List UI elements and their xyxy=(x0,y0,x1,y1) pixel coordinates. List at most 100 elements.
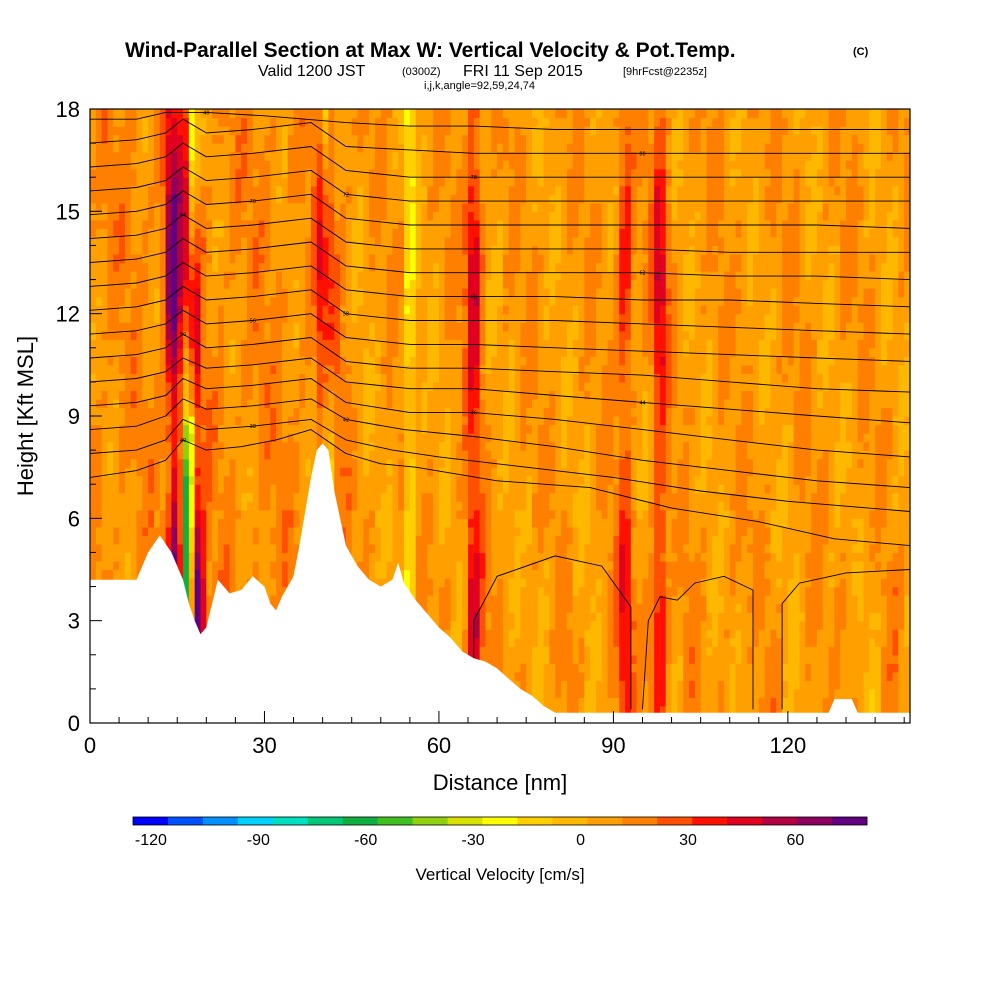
velocity-cell xyxy=(130,313,138,323)
velocity-cell xyxy=(351,185,359,195)
velocity-cell xyxy=(491,560,498,571)
velocity-cell xyxy=(101,219,109,229)
velocity-cell xyxy=(217,177,225,187)
velocity-cell xyxy=(369,398,376,409)
velocity-cell xyxy=(136,305,143,315)
velocity-cell xyxy=(479,424,487,434)
velocity-cell xyxy=(223,279,231,289)
velocity-cell xyxy=(357,177,364,187)
velocity-cell xyxy=(322,117,330,127)
velocity-cell xyxy=(392,509,399,519)
velocity-cell xyxy=(107,441,114,451)
velocity-cell xyxy=(148,296,155,306)
velocity-cell xyxy=(206,305,213,315)
velocity-cell xyxy=(398,330,405,340)
velocity-cell xyxy=(148,330,155,340)
velocity-cell xyxy=(398,185,405,195)
velocity-cell xyxy=(398,347,405,357)
velocity-cell xyxy=(450,134,457,144)
velocity-cell xyxy=(171,236,178,247)
velocity-cell xyxy=(293,322,300,332)
velocity-cell xyxy=(113,390,120,400)
velocity-cell xyxy=(107,322,114,332)
velocity-cell xyxy=(241,168,248,178)
velocity-cell xyxy=(235,194,242,204)
velocity-cell xyxy=(258,407,266,417)
velocity-cell xyxy=(427,356,434,366)
velocity-cell xyxy=(188,339,196,349)
velocity-cell xyxy=(310,109,318,119)
velocity-cell xyxy=(200,620,207,630)
velocity-cell xyxy=(322,339,330,349)
velocity-cell xyxy=(351,194,359,204)
velocity-cell xyxy=(438,381,446,392)
velocity-cell xyxy=(299,313,306,323)
velocity-cell xyxy=(310,160,318,170)
velocity-cell xyxy=(165,407,173,417)
velocity-cell xyxy=(473,322,481,332)
velocity-cell xyxy=(183,262,190,272)
velocity-cell xyxy=(270,535,277,545)
velocity-cell xyxy=(345,364,353,374)
velocity-cell xyxy=(188,569,196,579)
velocity-cell xyxy=(322,245,330,255)
velocity-cell xyxy=(153,475,161,485)
velocity-cell xyxy=(334,288,341,298)
velocity-cell xyxy=(462,185,469,195)
velocity-cell xyxy=(217,288,225,298)
velocity-cell xyxy=(438,228,446,238)
velocity-cell xyxy=(235,253,242,264)
velocity-cell xyxy=(90,433,97,443)
velocity-cell xyxy=(345,475,353,485)
velocity-cell xyxy=(113,271,120,281)
velocity-cell xyxy=(159,441,167,451)
velocity-cell xyxy=(409,467,417,477)
velocity-cell xyxy=(113,356,120,366)
velocity-cell xyxy=(235,279,242,289)
velocity-cell xyxy=(392,109,399,119)
velocity-cell xyxy=(235,117,242,127)
velocity-cell xyxy=(374,279,382,289)
velocity-cell xyxy=(479,271,487,281)
velocity-cell xyxy=(113,305,120,315)
velocity-cell xyxy=(136,492,143,502)
velocity-cell xyxy=(124,143,132,153)
velocity-cell xyxy=(374,433,382,443)
velocity-cell xyxy=(229,586,236,596)
velocity-cell xyxy=(409,194,417,204)
velocity-cell xyxy=(351,364,359,374)
velocity-cell xyxy=(223,501,231,511)
velocity-cell xyxy=(200,484,207,494)
velocity-cell xyxy=(468,117,475,127)
velocity-cell xyxy=(223,330,231,340)
velocity-cell xyxy=(473,296,481,306)
velocity-cell xyxy=(462,578,469,588)
velocity-cell xyxy=(247,322,254,332)
velocity-cell xyxy=(468,560,475,571)
velocity-cell xyxy=(229,253,236,264)
velocity-cell xyxy=(217,296,225,306)
velocity-cell xyxy=(386,560,394,571)
velocity-cell xyxy=(206,458,213,468)
velocity-cell xyxy=(409,381,417,392)
velocity-cell xyxy=(177,407,184,417)
velocity-cell xyxy=(479,245,487,255)
velocity-cell xyxy=(392,424,399,434)
velocity-cell xyxy=(340,253,347,264)
velocity-cell xyxy=(444,552,452,562)
velocity-cell xyxy=(159,151,167,161)
velocity-cell xyxy=(433,467,440,477)
velocity-cell xyxy=(101,185,109,195)
velocity-cell xyxy=(357,433,364,443)
velocity-cell xyxy=(450,543,457,554)
velocity-cell xyxy=(223,151,231,161)
velocity-cell xyxy=(171,185,178,195)
velocity-cell xyxy=(101,535,109,545)
velocity-cell xyxy=(165,322,173,332)
velocity-cell xyxy=(485,160,492,170)
velocity-cell xyxy=(328,390,335,400)
velocity-cell xyxy=(264,424,271,434)
velocity-cell xyxy=(264,194,271,204)
velocity-cell xyxy=(142,356,149,366)
velocity-cell xyxy=(136,288,143,298)
